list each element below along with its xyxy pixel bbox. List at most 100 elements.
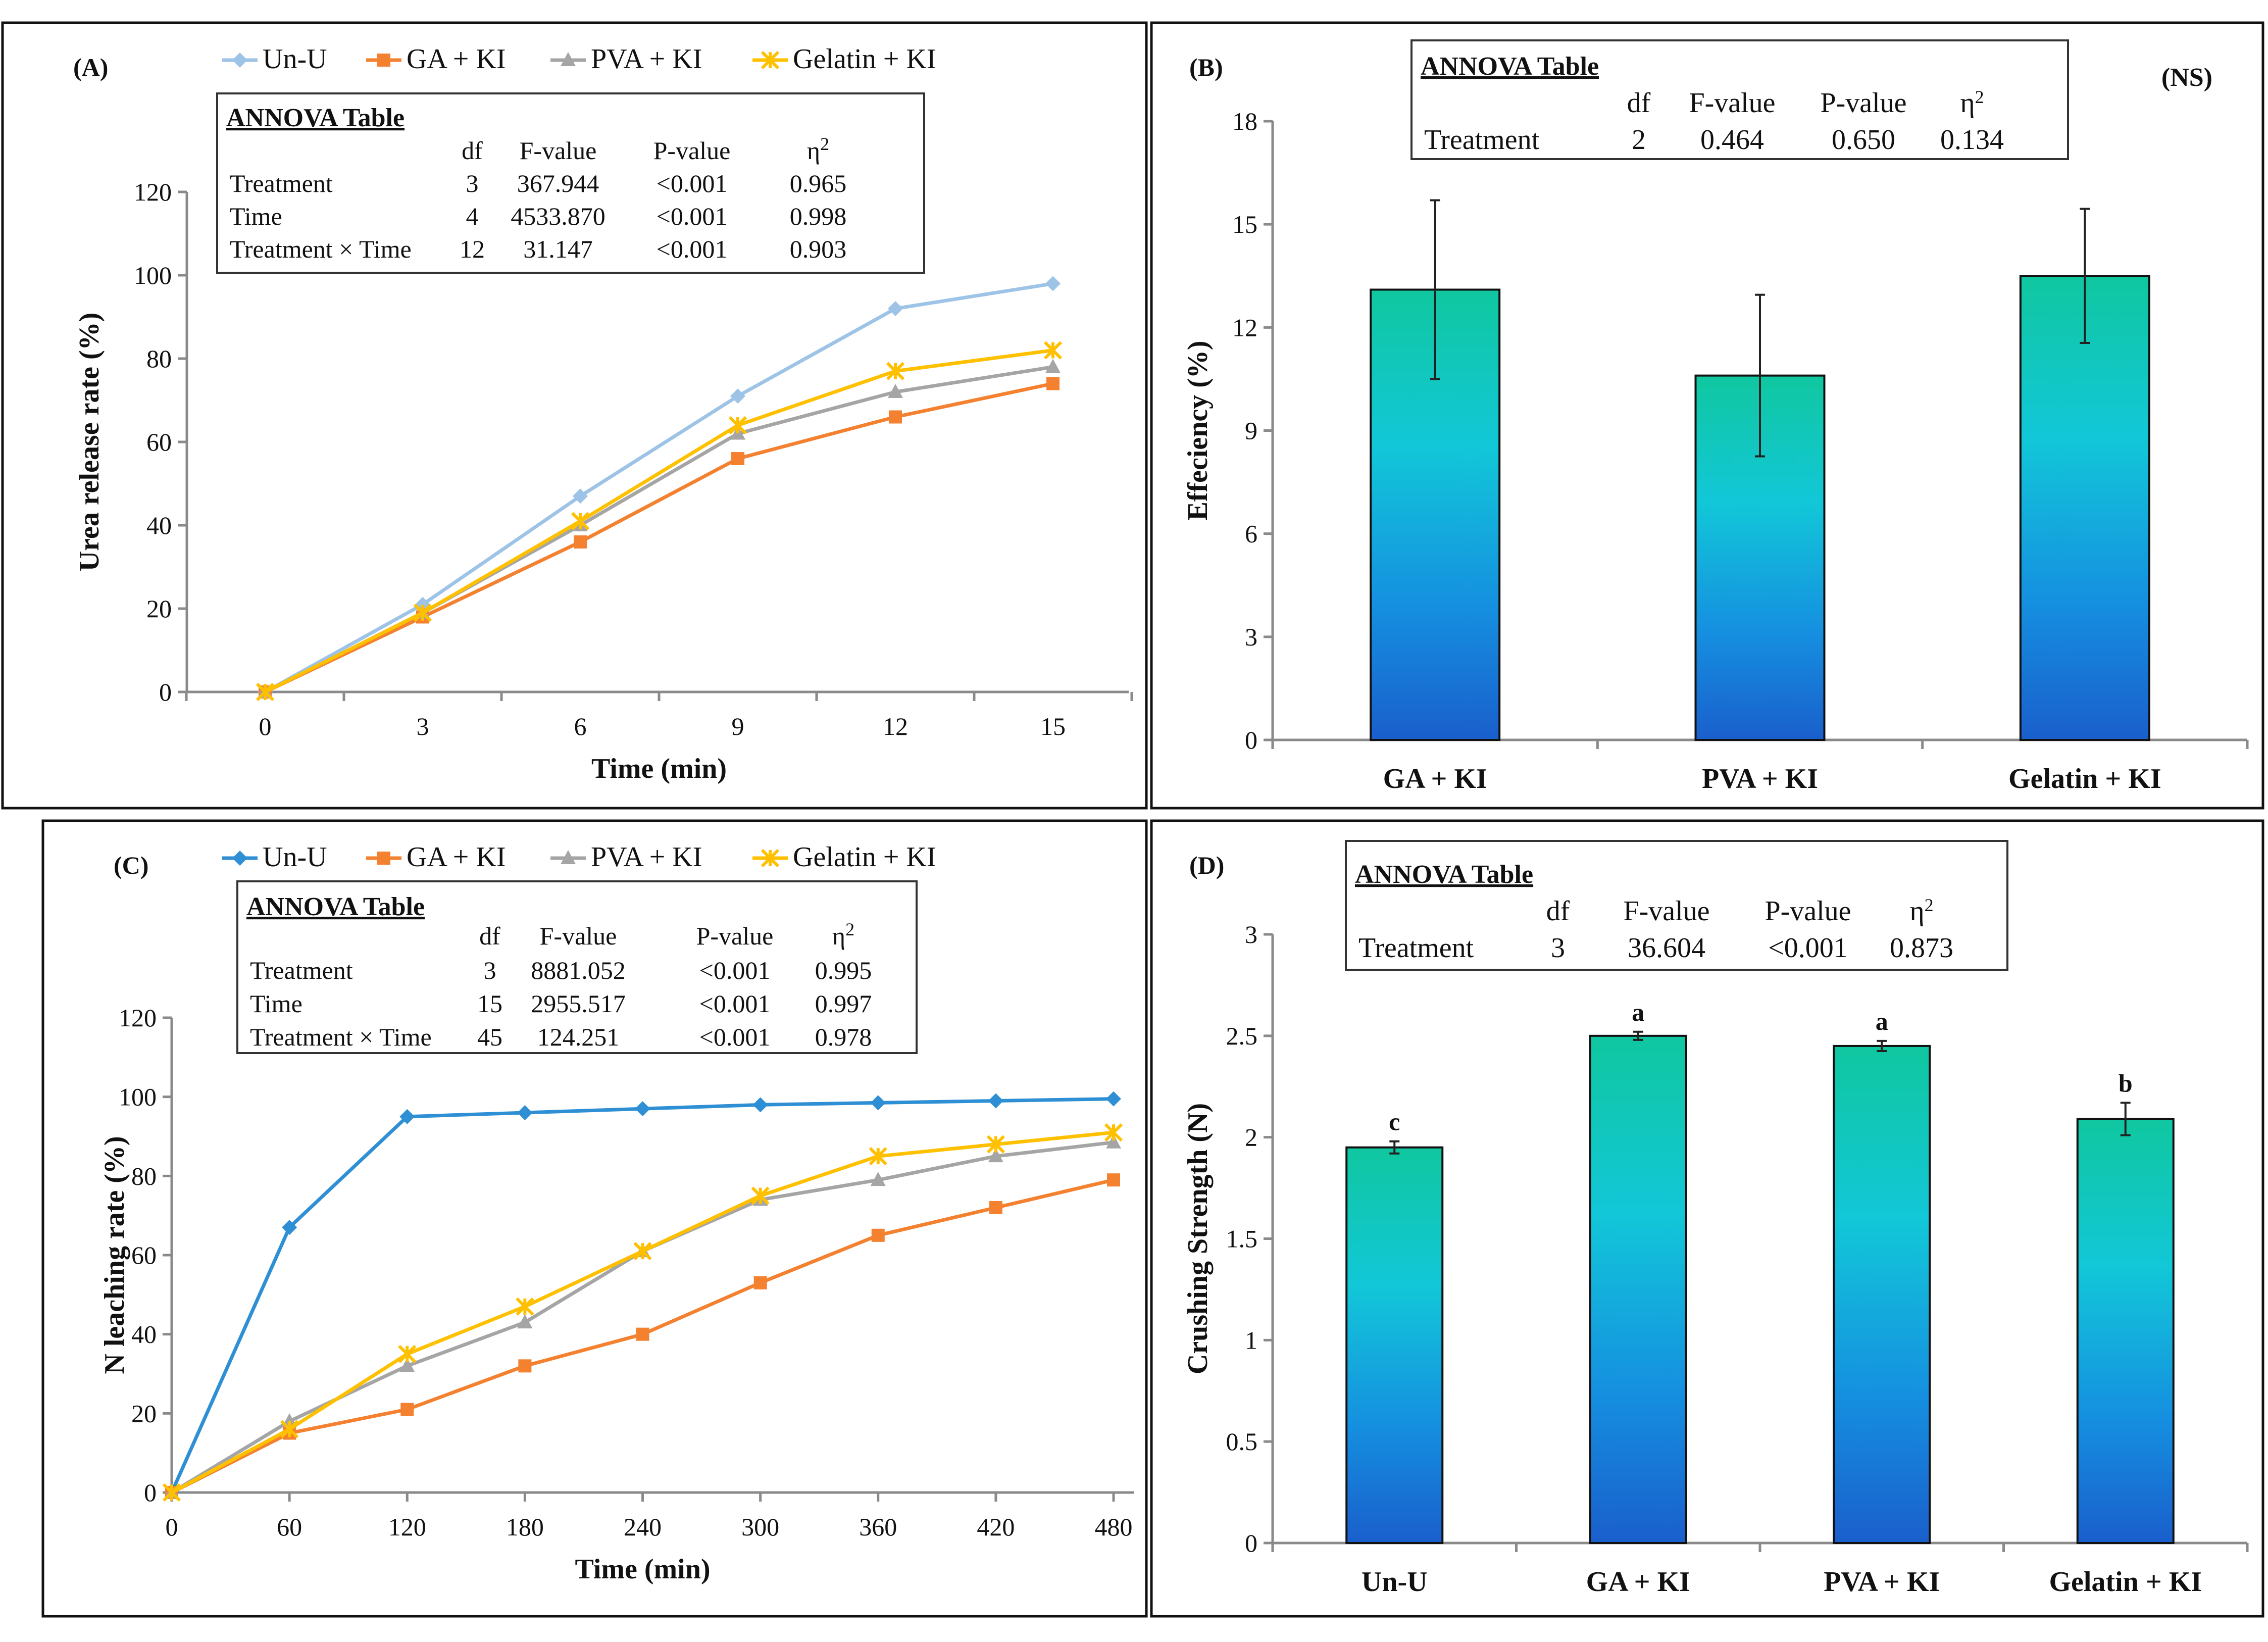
legend-swatch-marker <box>561 850 576 864</box>
legend-entry: PVA + KI <box>550 43 702 75</box>
data-point <box>399 1109 415 1124</box>
y-tick-label: 3 <box>1245 623 1257 651</box>
data-point <box>871 1228 885 1242</box>
x-tick-label: 420 <box>977 1513 1015 1541</box>
superscript-2: 2 <box>1975 87 1984 107</box>
y-axis-title: N leaching rate (%) <box>99 1136 130 1374</box>
category-label: GA + KI <box>1586 1566 1690 1598</box>
data-point <box>751 1186 770 1205</box>
eta-symbol: η <box>1960 87 1975 119</box>
x-tick-label: 60 <box>277 1513 302 1541</box>
annova-header: df <box>462 136 483 165</box>
annova-header: F-value <box>1623 895 1709 927</box>
annova-cell: 2 <box>1632 124 1646 156</box>
annova-header: η2 <box>807 134 829 165</box>
legend-entry: Un-U <box>222 43 327 75</box>
legend-label: Gelatin + KI <box>793 841 936 873</box>
superscript-2: 2 <box>820 134 829 154</box>
eta-symbol: η <box>807 136 820 165</box>
legend-swatch-marker <box>377 54 390 67</box>
y-tick-label: 120 <box>134 178 172 206</box>
legend-swatch-marker <box>561 52 576 66</box>
data-point <box>888 384 903 398</box>
data-point <box>280 1420 299 1438</box>
data-point <box>571 512 590 530</box>
significance-letter: c <box>1389 1108 1400 1136</box>
data-point <box>1045 359 1061 373</box>
error-bar <box>1430 199 1440 380</box>
error-bar <box>1633 1030 1643 1041</box>
annova-cell: 31.147 <box>523 235 593 263</box>
data-point <box>730 388 745 404</box>
y-tick-label: 40 <box>131 1320 157 1349</box>
annova-cell: Time <box>250 989 303 1018</box>
x-tick-label: 0 <box>259 712 272 740</box>
legend-entry: GA + KI <box>366 841 506 873</box>
panel-label: (D) <box>1189 851 1224 879</box>
superscript-2: 2 <box>845 919 854 939</box>
bar <box>2019 275 2150 741</box>
error-bar <box>1755 293 1765 458</box>
annova-header: df <box>1627 87 1651 119</box>
annova-cell: 12 <box>460 235 485 263</box>
error-bar <box>2080 208 2090 344</box>
significance-note: (NS) <box>2161 63 2212 92</box>
data-point <box>516 1297 534 1316</box>
annova-header: F-value <box>540 922 617 950</box>
error-bar <box>2120 1102 2131 1136</box>
annova-cell: <0.001 <box>1768 932 1848 964</box>
x-axis-title: Time (min) <box>591 753 727 784</box>
x-tick-label: 15 <box>1040 712 1066 740</box>
y-tick-label: 6 <box>1245 520 1257 548</box>
x-tick-label: 120 <box>388 1513 426 1541</box>
y-tick-label: 40 <box>146 511 172 539</box>
category-label: GA + KI <box>1383 763 1487 794</box>
annova-title: ANNOVA Table <box>1421 52 1599 81</box>
annova-header: P-value <box>1765 895 1851 927</box>
data-point <box>398 1345 417 1363</box>
data-point <box>1046 377 1060 390</box>
legend-label: PVA + KI <box>591 43 702 75</box>
legend-swatch-marker <box>377 852 390 865</box>
data-point <box>870 1172 886 1186</box>
data-point <box>1106 1091 1121 1107</box>
annova-header: P-value <box>696 922 774 950</box>
annova-cell: <0.001 <box>657 202 728 230</box>
y-axis-title: Urea release rate (%) <box>74 313 105 572</box>
data-point <box>870 1095 886 1111</box>
data-point <box>1104 1123 1123 1142</box>
annova-table <box>1345 840 2008 971</box>
legend-entry: PVA + KI <box>550 841 702 873</box>
superscript-2: 2 <box>1925 895 1934 915</box>
annova-cell: 0.464 <box>1700 124 1764 156</box>
annova-header: η2 <box>1960 87 1984 119</box>
annova-cell: <0.001 <box>699 1023 771 1051</box>
bar <box>1345 1146 1444 1544</box>
x-tick-label: 360 <box>859 1513 897 1541</box>
legend-entry: Gelatin + KI <box>752 841 936 873</box>
data-point <box>517 1105 533 1120</box>
annova-header: η2 <box>1909 895 1933 927</box>
annova-cell: 45 <box>477 1023 502 1051</box>
annova-cell: 367.944 <box>517 169 599 197</box>
error-bar <box>1389 1140 1400 1155</box>
significance-letter: a <box>1876 1007 1888 1035</box>
data-point <box>413 604 432 622</box>
x-tick-label: 12 <box>883 712 908 740</box>
y-tick-label: 0 <box>159 678 172 706</box>
data-point <box>888 301 903 316</box>
annova-title: ANNOVA Table <box>226 104 405 132</box>
y-tick-label: 60 <box>131 1241 157 1269</box>
data-point <box>1045 276 1061 291</box>
data-point <box>574 535 587 549</box>
annova-cell: <0.001 <box>699 989 771 1018</box>
y-tick-label: 20 <box>131 1399 157 1427</box>
significance-letter: b <box>2119 1069 2133 1097</box>
y-tick-label: 0 <box>1245 726 1257 754</box>
legend-entry: GA + KI <box>366 43 506 75</box>
annova-header: P-value <box>1820 87 1906 119</box>
panel-label: (B) <box>1189 53 1223 81</box>
annova-cell: 3 <box>1551 932 1565 964</box>
x-tick-label: 180 <box>506 1513 544 1541</box>
